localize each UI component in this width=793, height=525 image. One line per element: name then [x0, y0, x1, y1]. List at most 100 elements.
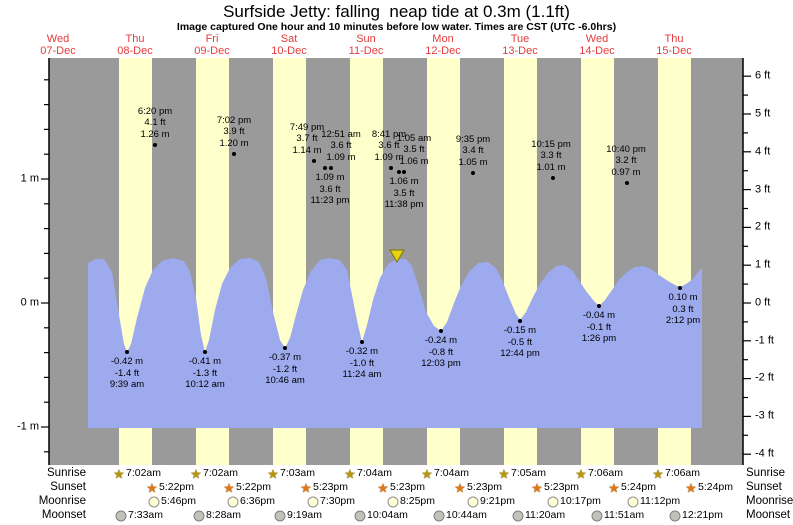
y-axis-label-ft: 4 ft: [755, 145, 771, 158]
sunrise-icon: ★: [652, 466, 664, 482]
astro-event-time: 10:17pm: [560, 495, 601, 507]
astro-event-time: 5:24pm: [621, 481, 657, 493]
low-tide-annotation-line: 2:12 pm: [665, 315, 701, 326]
tide-point-dot: [203, 350, 207, 354]
high-tide-annotation: 6:20 pm 4.1 ft 1.26 m: [138, 106, 172, 141]
sunset-icon: ★: [608, 480, 620, 496]
tide-point-dot: [551, 176, 555, 180]
high-tide-annotation: 1.09 m 3.6 ft 11:23 pm: [311, 172, 350, 207]
astro-event-time: 10:04am: [367, 509, 408, 521]
high-tide-annotation-line: 3.6 ft: [378, 140, 400, 151]
sunset-icon: ★: [146, 480, 158, 496]
tide-point-dot: [283, 346, 287, 350]
high-tide-annotation: 12:51 am 3.6 ft 1.09 m: [321, 129, 361, 164]
high-tide-annotation: 10:15 pm 3.3 ft 1.01 m: [531, 139, 571, 174]
day-label: Thu 15-Dec: [656, 33, 691, 57]
high-tide-annotation: 7:02 pm 3.9 ft 1.20 m: [217, 115, 251, 150]
day-date: 14-Dec: [579, 45, 615, 57]
astro-event-time: 7:03am: [280, 467, 316, 479]
sunrise-icon: ★: [267, 466, 279, 482]
tide-point-dot: [232, 152, 236, 156]
y-axis-label-ft: -1 ft: [755, 334, 774, 347]
day-label: Fri 09-Dec: [194, 33, 229, 57]
high-tide-annotation-line: 11:38 pm: [384, 199, 424, 210]
low-tide-annotation-line: -0.1 ft: [586, 321, 612, 333]
day-date: 12-Dec: [425, 45, 461, 57]
astro-event-time: 7:06am: [588, 467, 624, 479]
low-tide-annotation-line: 11:24 am: [342, 369, 382, 380]
y-axis-label-ft: -2 ft: [755, 371, 774, 384]
day-date: 09-Dec: [194, 45, 230, 57]
current-time-marker: [389, 249, 405, 263]
day-label: Mon 12-Dec: [425, 33, 460, 57]
day-date: 07-Dec: [40, 45, 76, 57]
astro-event-time: 5:22pm: [236, 481, 272, 493]
day-label: Wed 07-Dec: [40, 33, 75, 57]
y-axis-label-m: -1 m: [17, 420, 39, 433]
y-axis-label-ft: 0 ft: [755, 296, 771, 309]
low-tide-annotation-line: -0.5 ft: [507, 336, 533, 348]
y-axis-label-m: 0 m: [20, 296, 39, 309]
high-tide-annotation-line: 11:23 pm: [310, 195, 350, 206]
low-tide-annotation: 0.10 m 0.3 ft 2:12 pm: [666, 292, 700, 327]
day-name: Sun: [356, 33, 376, 45]
high-tide-annotation: 1:05 am 3.5 ft 1.06 m: [397, 133, 431, 168]
astro-event-time: 7:33am: [128, 509, 164, 521]
sunset-icon: ★: [300, 480, 312, 496]
moonset-icon: [433, 510, 445, 522]
astro-row-label-sunrise: Sunrise: [47, 467, 86, 479]
low-tide-annotation-line: -1.3 ft: [192, 367, 218, 379]
sunrise-icon: ★: [498, 466, 510, 482]
moonset-icon: [669, 510, 681, 522]
y-axis-label-ft: -4 ft: [755, 447, 774, 460]
day-name: Mon: [432, 33, 454, 45]
astro-event-time: 5:23pm: [544, 481, 580, 493]
high-tide-annotation-line: 1.01 m: [536, 161, 566, 173]
moonset-icon: [512, 510, 524, 522]
y-axis-label-ft: 3 ft: [755, 183, 771, 196]
high-tide-annotation: 8:41 pm 3.6 ft 1.09 m: [372, 129, 406, 164]
day-name: Wed: [585, 33, 609, 45]
tide-point-dot: [397, 170, 401, 174]
tide-point-dot: [329, 166, 333, 170]
high-tide-annotation-line: 1.20 m: [219, 137, 249, 149]
sunrise-icon: ★: [190, 466, 202, 482]
low-tide-annotation: -0.42 m -1.4 ft 9:39 am: [110, 356, 144, 391]
astro-event-time: 10:44am: [446, 509, 487, 521]
low-tide-annotation-line: -0.37 m: [268, 352, 302, 363]
high-tide-annotation: 1.06 m 3.5 ft 11:38 pm: [385, 176, 424, 211]
high-tide-annotation-line: 3.6 ft: [330, 140, 352, 151]
astro-event-time: 8:28am: [206, 509, 242, 521]
high-tide-annotation-line: 4.1 ft: [144, 117, 166, 128]
astro-event-time: 12:21pm: [682, 509, 723, 521]
low-tide-annotation-line: 0.3 ft: [672, 303, 694, 315]
astro-row-label-sunset: Sunset: [746, 481, 782, 493]
y-axis-label-ft: 5 ft: [755, 107, 771, 120]
tide-point-dot: [439, 329, 443, 333]
low-tide-annotation-line: -0.42 m: [110, 356, 144, 367]
day-label: Thu 08-Dec: [117, 33, 152, 57]
day-date: 13-Dec: [502, 45, 538, 57]
high-tide-annotation-line: 7:02 pm: [216, 114, 252, 126]
tide-point-dot: [471, 171, 475, 175]
tide-point-dot: [360, 340, 364, 344]
sunset-icon: ★: [531, 480, 543, 496]
tide-point-dot: [402, 170, 406, 174]
astro-event-time: 7:02am: [126, 467, 162, 479]
day-name: Fri: [205, 33, 219, 45]
tide-point-dot: [678, 286, 682, 290]
astro-event-time: 5:22pm: [159, 481, 195, 493]
y-axis-label-ft: 6 ft: [755, 69, 771, 82]
high-tide-annotation-line: 1.09 m: [374, 151, 404, 163]
astro-row-label-sunrise: Sunrise: [746, 467, 785, 479]
high-tide-annotation-line: 0.97 m: [611, 166, 641, 178]
astro-event-time: 7:02am: [203, 467, 239, 479]
low-tide-annotation-line: -0.41 m: [188, 356, 222, 367]
chart-subtitle: Image captured One hour and 10 minutes b…: [176, 21, 617, 33]
low-tide-annotation-line: -0.15 m: [503, 325, 537, 336]
low-tide-annotation-line: 12:44 pm: [500, 348, 540, 359]
high-tide-annotation-line: 9:35 pm: [455, 133, 491, 145]
page-title: Surfside Jetty: falling neap tide at 0.3…: [223, 2, 570, 21]
astro-event-time: 5:23pm: [467, 481, 503, 493]
astro-event-time: 9:19am: [287, 509, 323, 521]
